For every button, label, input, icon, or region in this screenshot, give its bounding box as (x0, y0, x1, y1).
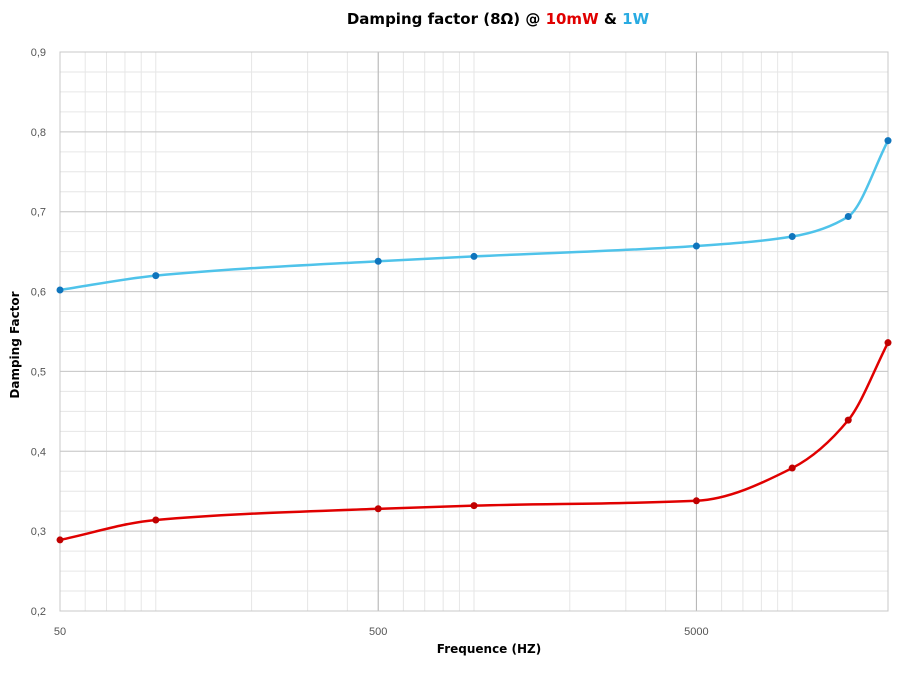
chart-title-part-0: Damping factor (8Ω) @ (347, 10, 546, 28)
chart-title-part-1: 10mW (546, 10, 600, 28)
chart-title-part-2: & (599, 10, 623, 28)
x-tick-label: 5000 (684, 626, 708, 638)
data-point-10mw (470, 502, 478, 510)
data-point-10mw (152, 516, 160, 524)
grid (59, 51, 888, 612)
y-tick-label: 0,3 (31, 526, 46, 538)
y-tick-label: 0,4 (31, 446, 46, 458)
x-tick-label: 500 (369, 626, 387, 638)
data-point-1w (884, 137, 892, 145)
chart-title: Damping factor (8Ω) @ 10mW & 1W (347, 10, 650, 28)
y-axis-ticks: 0,2 0,3 0,4 0,5 0,6 0,7 0,8 0,9 (31, 47, 46, 618)
data-point-1w (470, 252, 478, 260)
data-point-1w (788, 232, 796, 240)
data-point-10mw (884, 339, 892, 347)
data-point-1w (844, 213, 852, 221)
data-point-10mw (374, 505, 382, 513)
y-tick-label: 0,9 (31, 47, 46, 59)
x-tick-label: 50 (54, 626, 66, 638)
series-line-1w (59, 140, 890, 292)
series-line-10mw (59, 342, 890, 542)
series (56, 137, 892, 544)
data-point-10mw (788, 464, 796, 472)
data-point-10mw (692, 497, 700, 505)
x-axis-label: Frequence (HZ) (437, 642, 541, 656)
data-point-10mw (56, 536, 64, 544)
y-tick-label: 0,6 (31, 287, 46, 299)
y-tick-label: 0,5 (31, 366, 46, 378)
y-axis-label: Damping Factor (8, 291, 22, 398)
y-tick-label: 0,7 (31, 207, 46, 219)
data-point-1w (374, 257, 382, 265)
x-axis-ticks: 50 500 5000 (54, 626, 709, 638)
y-tick-label: 0,2 (31, 606, 46, 618)
chart-title-part-3: 1W (622, 10, 649, 28)
data-point-10mw (844, 416, 852, 424)
plot-area-border (59, 51, 889, 612)
data-point-1w (152, 272, 160, 280)
y-tick-label: 0,8 (31, 127, 46, 139)
data-point-1w (56, 286, 64, 294)
data-point-1w (692, 242, 700, 250)
